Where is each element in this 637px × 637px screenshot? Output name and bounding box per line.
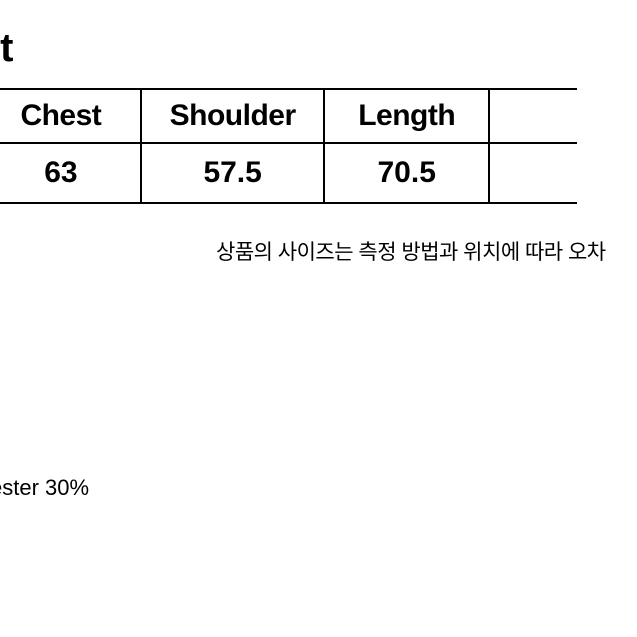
table-cell-chest: 63 (0, 143, 141, 203)
table-header-row: Chest Shoulder Length (0, 89, 577, 143)
size-table: Chest Shoulder Length 63 57.5 70.5 (0, 88, 577, 204)
section-title-fragment: it (0, 26, 12, 71)
table-header-cell (489, 89, 577, 143)
table-cell-length: 70.5 (324, 143, 489, 203)
table-header-chest: Chest (0, 89, 141, 143)
table-cell-shoulder: 57.5 (141, 143, 324, 203)
material-text-fragment: ester 30% (0, 475, 89, 501)
size-note-text: 상품의 사이즈는 측정 방법과 위치에 따라 오차 (216, 236, 606, 266)
table-row: 63 57.5 70.5 (0, 143, 577, 203)
table-header-length: Length (324, 89, 489, 143)
table-cell (489, 143, 577, 203)
table-header-shoulder: Shoulder (141, 89, 324, 143)
